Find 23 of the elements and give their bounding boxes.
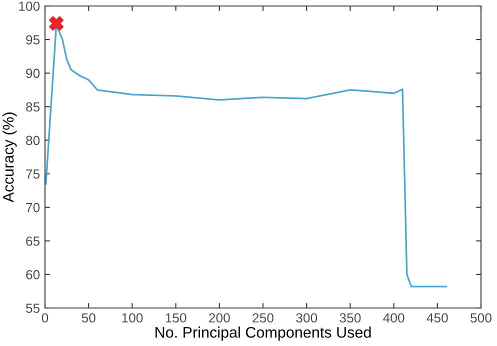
y-tick-label: 55 [26,304,40,313]
y-tick-label: 75 [26,169,40,179]
y-tick-label: 65 [26,236,40,246]
y-tick-label: 80 [26,136,40,146]
y-tick-label: 85 [26,102,40,112]
x-tick-label: 200 [209,313,230,323]
x-tick-label: 300 [296,313,318,323]
x-tick-label: 350 [340,313,361,323]
y-tick-label: 95 [26,35,40,44]
y-tick-label: 60 [26,270,40,280]
x-tick-label: 250 [252,313,274,323]
x-tick-label: 0 [42,313,48,323]
y-tick-label: 100 [19,2,40,11]
y-tick-label: 90 [26,68,40,78]
x-tick-label: 400 [383,313,404,323]
x-axis-title: No. Principal Components Used [156,326,371,341]
x-tick-label: 150 [166,313,186,323]
x-tick-label: 500 [470,313,492,323]
x-tick-label: 50 [82,313,96,323]
y-tick-label: 70 [26,202,40,212]
y-axis-title: Accuracy (%) [2,112,17,202]
x-tick-label: 450 [426,313,448,323]
x-tick-label: 100 [122,313,143,323]
